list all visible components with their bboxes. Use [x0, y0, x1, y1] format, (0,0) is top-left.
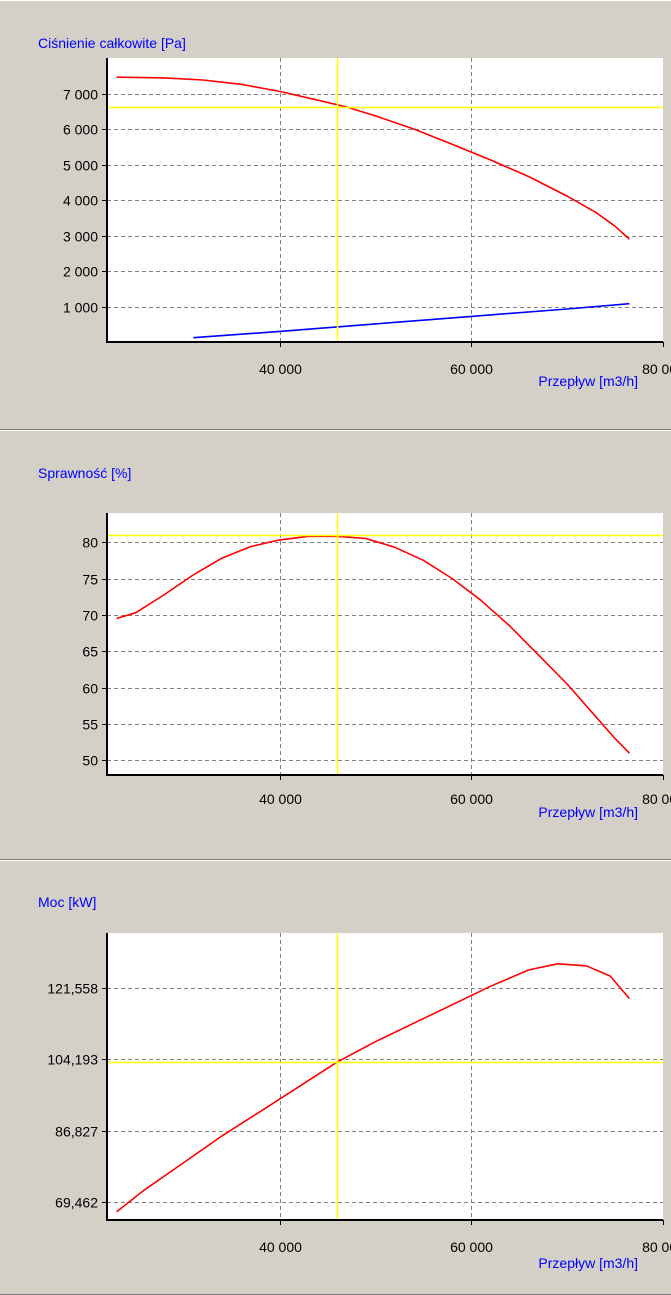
y-tick-label: 5 000: [63, 158, 98, 174]
axes: [106, 933, 663, 1221]
x-tick-label: 80 000: [642, 1239, 671, 1255]
x-tick-label: 40 000: [259, 1239, 302, 1255]
y-tick-label: 6 000: [63, 122, 98, 138]
series-line-0: [116, 535, 630, 754]
y-tick-label: 86,827: [55, 1124, 98, 1140]
x-tick-label: 40 000: [259, 361, 302, 377]
x-tick-label: 80 000: [642, 361, 671, 377]
efficiency-chart-title: Sprawność [%]: [38, 465, 131, 481]
power-chart-panel: Moc [kW] 40 000 60 000 80 000 69,462 86,827 10…: [0, 860, 671, 1295]
series-line-1: [193, 302, 630, 339]
power-x-axis-label: Przepływ [m3/h]: [538, 1255, 638, 1271]
x-tick-label: 80 000: [642, 791, 671, 807]
series-line-0: [116, 963, 631, 1213]
y-tick-label: 104,193: [47, 1052, 98, 1068]
y-tick-label: 75: [82, 572, 98, 588]
axes: [106, 58, 663, 343]
y-tick-label: 121,558: [47, 981, 98, 997]
y-tick-label: 80: [82, 535, 98, 551]
pressure-chart-panel: Ciśnienie całkowite [Pa] 40 000 60 000 80 0…: [0, 0, 671, 430]
y-tick-label: 69,462: [55, 1195, 98, 1211]
efficiency-x-axis-label: Przepływ [m3/h]: [538, 804, 638, 820]
pressure-chart-title: Ciśnienie całkowite [Pa]: [38, 35, 186, 51]
y-tick-label: 55: [82, 717, 98, 733]
plot-area: [107, 933, 663, 1220]
axes: [106, 513, 663, 776]
y-tick-label: 60: [82, 681, 98, 697]
efficiency-chart-panel: Sprawność [%] 40 000 60 000 80 000 50 55 60 65 7…: [0, 430, 671, 860]
x-tick-label: 60 000: [450, 791, 493, 807]
y-tick-label: 3 000: [63, 229, 98, 245]
y-tick-label: 4 000: [63, 193, 98, 209]
y-tick-label: 2 000: [63, 264, 98, 280]
y-tick-label: 65: [82, 644, 98, 660]
x-tick-label: 40 000: [259, 791, 302, 807]
plot-area: [107, 513, 663, 775]
pressure-x-axis-label: Przepływ [m3/h]: [538, 373, 638, 389]
power-chart: Moc [kW] 40 000 60 000 80 000 69,462 86,827 10…: [38, 894, 671, 1271]
y-tick-label: 70: [82, 608, 98, 624]
y-tick-label: 7 000: [63, 87, 98, 103]
x-tick-label: 60 000: [450, 361, 493, 377]
x-tick-label: 60 000: [450, 1239, 493, 1255]
y-tick-label: 50: [82, 753, 98, 769]
series-line-0: [116, 76, 630, 240]
pressure-chart: Ciśnienie całkowite [Pa] 40 000 60 000 80 0…: [38, 35, 671, 389]
power-chart-title: Moc [kW]: [38, 894, 96, 910]
y-tick-label: 1 000: [63, 300, 98, 316]
efficiency-chart: Sprawność [%] 40 000 60 000 80 000 50 55 60 65 7…: [38, 465, 671, 820]
